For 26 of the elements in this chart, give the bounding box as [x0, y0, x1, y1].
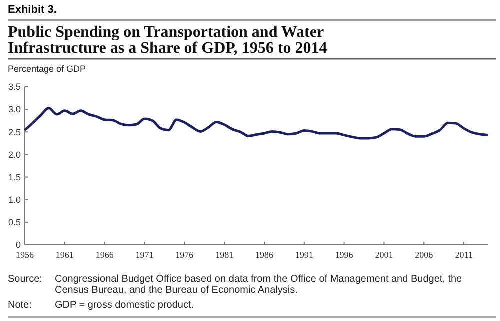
x-tick-label: 1961	[56, 250, 74, 260]
x-tick-label: 2006	[415, 250, 434, 260]
y-tick-label: 1.5	[8, 172, 21, 182]
y-tick-label: 0	[16, 240, 21, 250]
text: Note: GDP = gross domestic product.	[8, 300, 194, 311]
y-tick-label: 2.5	[8, 127, 21, 138]
x-tick-label: 1991	[295, 250, 314, 260]
x-tick-label: 1966	[96, 250, 114, 260]
x-tick-label: 1986	[255, 250, 274, 260]
x-tick-label: 2011	[455, 250, 473, 260]
line-series	[24, 106, 490, 140]
y-tick-label: 0.5	[8, 218, 21, 228]
x-tick-label: 2001	[375, 250, 394, 260]
x-tick-label: 1971	[136, 250, 154, 260]
y-tick-label: 2.0	[8, 150, 21, 160]
y-axis-title: Percentage of GDP	[8, 64, 86, 74]
x-tick-label: 1996	[335, 250, 354, 260]
x-tick-label: 1956	[16, 250, 34, 260]
y-tick-label: 3.0	[8, 104, 21, 115]
x-tick-label: 1976	[176, 250, 194, 260]
chart-title: Public Spending on Transportation and Water Infrastructure as a Share of GDP, 1956 to 2014	[8, 24, 328, 57]
text: Source: Congressional Budget Office based on data from the Office of Management and Budget, the Census Bureau, and the Bureau of Economic Analysis.	[8, 274, 462, 296]
x-tick-label: 1981	[216, 250, 234, 260]
y-tick-label: 1.0	[8, 195, 21, 206]
y-tick-label: 3.5	[8, 82, 21, 92]
text: Exhibit 3.	[8, 4, 57, 16]
